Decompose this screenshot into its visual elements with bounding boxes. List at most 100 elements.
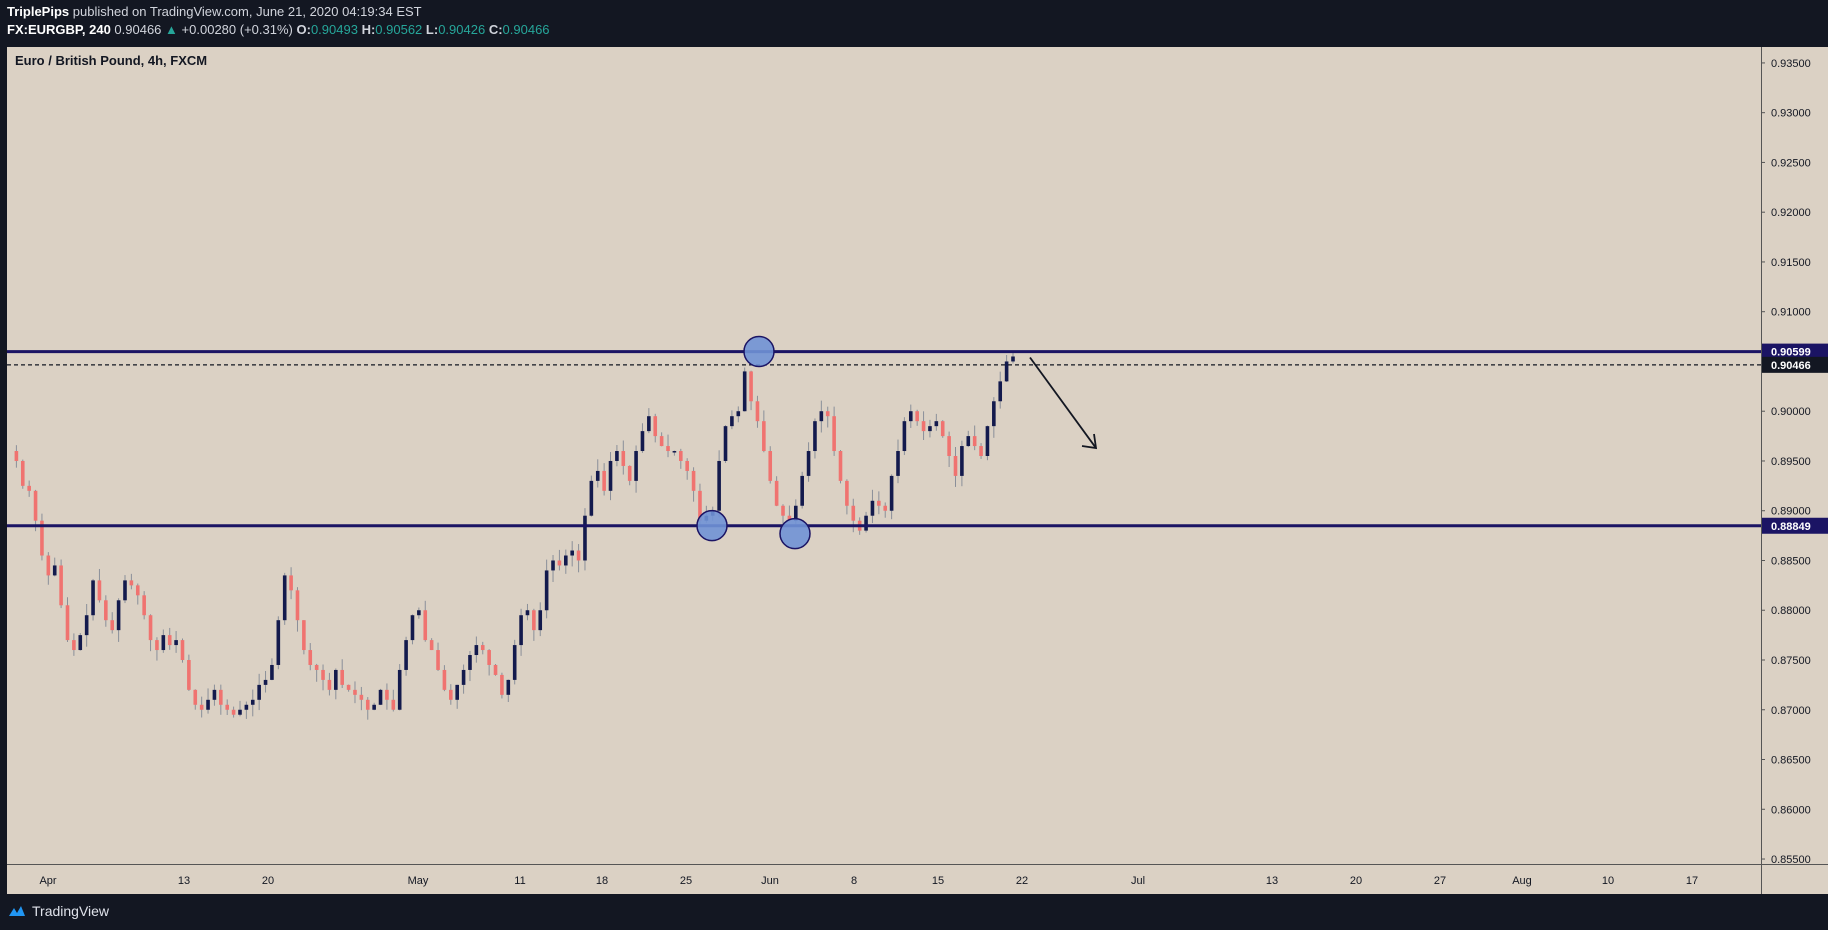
candle-body [40,520,44,556]
candle-body [634,451,638,481]
candle-body [295,590,300,621]
candle-body [742,371,747,412]
candle-body [161,635,166,651]
symbol-label[interactable]: FX:EURGBP, 240 [7,22,111,37]
high-value: 0.90562 [375,22,423,37]
candle-body [174,640,178,646]
candle-body [813,421,817,452]
candle-body [1004,361,1009,382]
candle-body [870,500,875,516]
candle-body [442,669,447,690]
candle-body [353,689,357,695]
candle-body [359,694,364,700]
candle-body [187,659,191,690]
x-tick-label: Apr [39,875,56,887]
x-tick-label: 22 [1016,875,1028,887]
symbol-line: FX:EURGBP, 240 0.90466 ▲ +0.00280 (+0.31… [7,22,550,37]
candle-body [270,664,274,680]
x-tick-label: 11 [514,875,525,887]
candle-body [832,416,836,452]
candle-body [947,436,951,456]
candle-body [512,645,517,680]
candle-body [532,610,536,631]
candle-body [474,645,479,656]
candle-body [602,470,606,491]
candle-body [557,560,562,566]
candle-body [91,580,95,616]
candle-body [647,416,651,432]
level-price-label: 0.90599 [1771,347,1811,359]
candle-body [672,451,677,453]
candle-body [819,411,824,422]
x-tick-label: 20 [262,875,274,887]
level-price-label: 0.90466 [1771,360,1811,372]
candle-body [979,446,983,456]
candle-body [20,460,25,486]
candle-body [806,451,811,476]
candle-body [468,655,472,670]
candle-body [410,615,415,641]
price-change: +0.00280 (+0.31%) [181,22,293,37]
x-tick-label: 15 [932,875,944,887]
candle-body [800,475,804,506]
price-axis[interactable] [1761,47,1828,864]
candle-body [33,490,38,521]
candle-body [225,704,230,710]
candle-body [308,650,313,665]
candle-body [404,640,408,670]
candle-body [59,565,63,606]
candle-body [627,465,632,481]
candle-body [845,480,849,506]
candle-body [883,505,888,511]
candle-body [576,550,581,561]
candle-body [78,635,83,651]
y-tick-label: 0.89000 [1771,506,1811,518]
publish-line: TriplePips published on TradingView.com,… [7,4,422,19]
y-tick-label: 0.93000 [1771,108,1811,120]
y-tick-label: 0.86500 [1771,755,1811,767]
candle-body [615,451,619,461]
x-tick-label: Jun [761,875,779,887]
x-tick-label: 18 [596,875,608,887]
x-tick-label: 13 [1266,875,1278,887]
candle-body [282,575,287,621]
candle-body [365,699,370,710]
candle-body [263,679,268,685]
level-price-label: 0.88849 [1771,521,1811,533]
y-tick-label: 0.90000 [1771,406,1811,418]
x-tick-label: 17 [1686,875,1698,887]
candle-body [928,426,932,432]
y-tick-label: 0.89500 [1771,456,1811,468]
author-name[interactable]: TriplePips [7,4,70,19]
candle-body [538,610,543,631]
candle-body [193,689,198,705]
time-axis[interactable] [7,864,1761,895]
candle-body [992,401,996,427]
candle-body [327,679,332,690]
candle-body [385,689,389,700]
x-tick-label: 8 [851,875,857,887]
candle-body [717,460,721,511]
candle-body [972,436,977,447]
candle-body [519,615,523,646]
tradingview-logo-icon [9,906,25,916]
candle-body [915,411,919,422]
candle-body [244,704,249,710]
candle-body [896,451,900,476]
y-tick-label: 0.91000 [1771,307,1811,319]
candle-body [825,411,830,417]
candle-body [998,381,1003,402]
tradingview-brand[interactable]: TradingView [8,903,109,919]
candle-body [123,580,127,601]
open-label: O: [296,22,311,37]
y-tick-label: 0.87000 [1771,705,1811,717]
chart-plot-area[interactable] [7,47,1761,864]
candle-body [723,426,728,461]
candle-body [762,421,766,452]
candle-body [493,664,498,675]
footer-bar: TradingView [0,894,1828,930]
candle-body [768,451,773,481]
candle-body [27,485,31,491]
candle-body [14,451,19,461]
